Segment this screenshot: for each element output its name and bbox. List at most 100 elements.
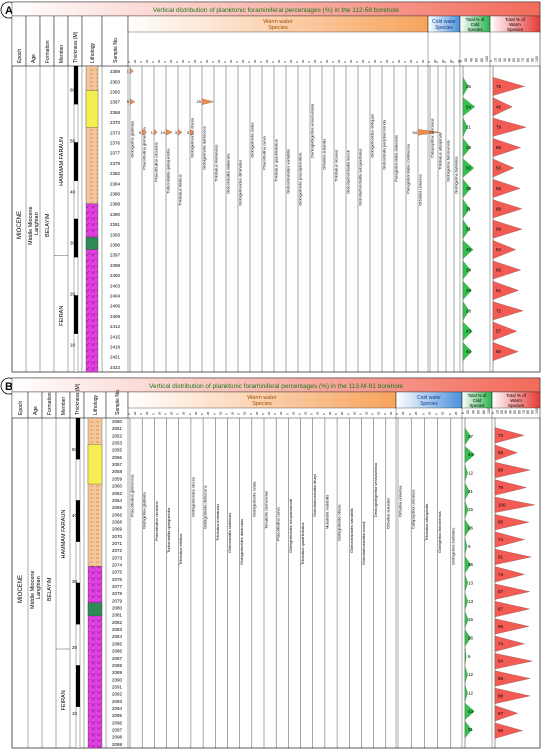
total-warm-mark xyxy=(494,531,525,548)
total-cold-mark xyxy=(462,321,473,341)
total-warm-tick: 40 xyxy=(509,410,513,414)
sample-number: 2055 xyxy=(112,448,123,453)
warm-tick: 20 xyxy=(193,59,197,63)
warm-tick: 0 xyxy=(199,61,203,63)
warm-tick: 0 xyxy=(283,61,287,63)
warm-species-name: Globigerinella praesiphonifera xyxy=(298,152,303,206)
total-cold-value: 43 xyxy=(466,329,472,334)
total-cold-value: 39 xyxy=(466,288,472,293)
total-warm-mark xyxy=(492,97,513,117)
lith-sand xyxy=(85,65,99,204)
cold-tick: 0 xyxy=(421,413,425,415)
total-warm-value: 66 xyxy=(496,268,502,273)
total-cold-value: 26 xyxy=(468,636,474,641)
total-cold-value: 26 xyxy=(468,526,474,531)
total-cold-value: 43 xyxy=(468,709,474,714)
cold-tick: 20 xyxy=(449,59,453,63)
total-cold-mark xyxy=(462,97,476,117)
thickness-segment xyxy=(73,295,79,334)
total-cold-value: 28 xyxy=(466,308,472,313)
total-warm-mark xyxy=(494,635,525,652)
total-warm-tick: 30 xyxy=(503,58,507,62)
total-cold-mark xyxy=(462,158,475,178)
sample-number: 2079 xyxy=(112,598,123,603)
warm-header-label: Warm water xyxy=(247,395,277,401)
thickness-tick: 30 xyxy=(72,579,78,584)
warm-tick: 0 xyxy=(322,413,326,415)
total-cold-tick: 60 xyxy=(477,410,481,414)
sample-number: 2397 xyxy=(110,253,121,258)
sample-number: 2081 xyxy=(112,613,123,618)
warm-species-name: Globoturborotalita druryi xyxy=(312,474,317,517)
warm-tick: 0 xyxy=(391,61,395,63)
total-warm-tick: 60 xyxy=(517,58,521,62)
total-cold-mark xyxy=(462,342,472,362)
warm-value: 54 xyxy=(413,130,418,135)
total-cold-tick: 20 xyxy=(466,410,470,414)
lith-shale xyxy=(87,602,103,617)
warm-value: 1 xyxy=(151,130,154,135)
body-frame xyxy=(11,417,541,749)
sample-number: 2056 xyxy=(112,455,123,460)
warm-species-name: Globoturborotalita woodi xyxy=(361,522,366,565)
sample-number: 2065 xyxy=(112,505,123,510)
total-warm-value: 46 xyxy=(496,104,502,109)
warm-tick: 20 xyxy=(133,411,137,415)
total-warm-value: 100 xyxy=(498,502,506,507)
total-warm-value: 88 xyxy=(498,468,504,473)
warm-tick: 20 xyxy=(182,411,186,415)
warm-species-name: Globigerinoides diminutus xyxy=(239,519,244,565)
cold-tick: 20 xyxy=(427,411,431,415)
total-warm-value: 88 xyxy=(498,676,504,681)
total-warm-value: 57 xyxy=(498,711,504,716)
sample-number: 2077 xyxy=(112,584,123,589)
total-cold-value: 9 xyxy=(468,544,471,549)
warm-tick: 0 xyxy=(367,61,371,63)
total-warm-value: 69 xyxy=(498,728,504,733)
cold-tick: 20 xyxy=(414,411,418,415)
sample-number: 2074 xyxy=(112,563,123,568)
warm-value: 5 xyxy=(127,99,130,104)
warm-tick: 20 xyxy=(289,59,293,63)
warm-tick: 20 xyxy=(291,411,295,415)
warm-species-name: Globigerinella dehiscens xyxy=(203,485,208,529)
warm-species-name: Trilobatus quadrilobatus xyxy=(274,139,279,182)
warm-header-label-2: Species xyxy=(252,401,272,407)
cold-species-name: Globigerina bulloides xyxy=(450,528,455,565)
warm-tick: 20 xyxy=(279,411,283,415)
sample-number: 2084 xyxy=(112,634,123,639)
total-cold-value: 50 xyxy=(466,166,472,171)
total-cold-value: 46 xyxy=(466,247,472,252)
col-header-label: Epoch xyxy=(17,49,23,63)
sample-number: 2373 xyxy=(110,130,121,135)
warm-tick: 0 xyxy=(211,61,215,63)
warm-species-name: Globigerinoides obliquus xyxy=(370,114,375,158)
total-cold-tick: 20 xyxy=(464,58,468,62)
warm-mark xyxy=(417,129,440,136)
total-warm-tick: 40 xyxy=(507,58,511,62)
cold-species-name: Globigerina bulloides xyxy=(454,156,459,193)
total-warm-tick: 90 xyxy=(530,58,534,62)
total-cold-header-label-2: Cold xyxy=(473,398,482,403)
warm-tick: 0 xyxy=(307,61,311,63)
cold-tick: 0 xyxy=(427,61,431,63)
warm-tick: 20 xyxy=(230,411,234,415)
total-cold-tick: 40 xyxy=(469,58,473,62)
total-warm-value: 74 xyxy=(498,572,504,577)
total-warm-tick: 50 xyxy=(512,58,516,62)
total-warm-tick: 20 xyxy=(500,410,504,414)
lith-gypsum xyxy=(85,203,99,373)
sample-number: 2051 xyxy=(112,426,123,431)
total-warm-mark xyxy=(492,179,521,198)
warm-value: 25 xyxy=(197,99,202,104)
warm-tick: 0 xyxy=(295,61,299,63)
warm-tick: 0 xyxy=(355,61,359,63)
warm-species-name: Globorotalia peripheroronda xyxy=(382,119,387,170)
warm-species-name: Orbulina universa xyxy=(418,174,423,206)
total-warm-tick: 50 xyxy=(513,410,517,414)
warm-tick: 0 xyxy=(273,413,277,415)
total-cold-mark xyxy=(462,138,471,158)
total-warm-header-label-3: Species xyxy=(508,403,525,408)
warm-tick: 0 xyxy=(358,413,362,415)
